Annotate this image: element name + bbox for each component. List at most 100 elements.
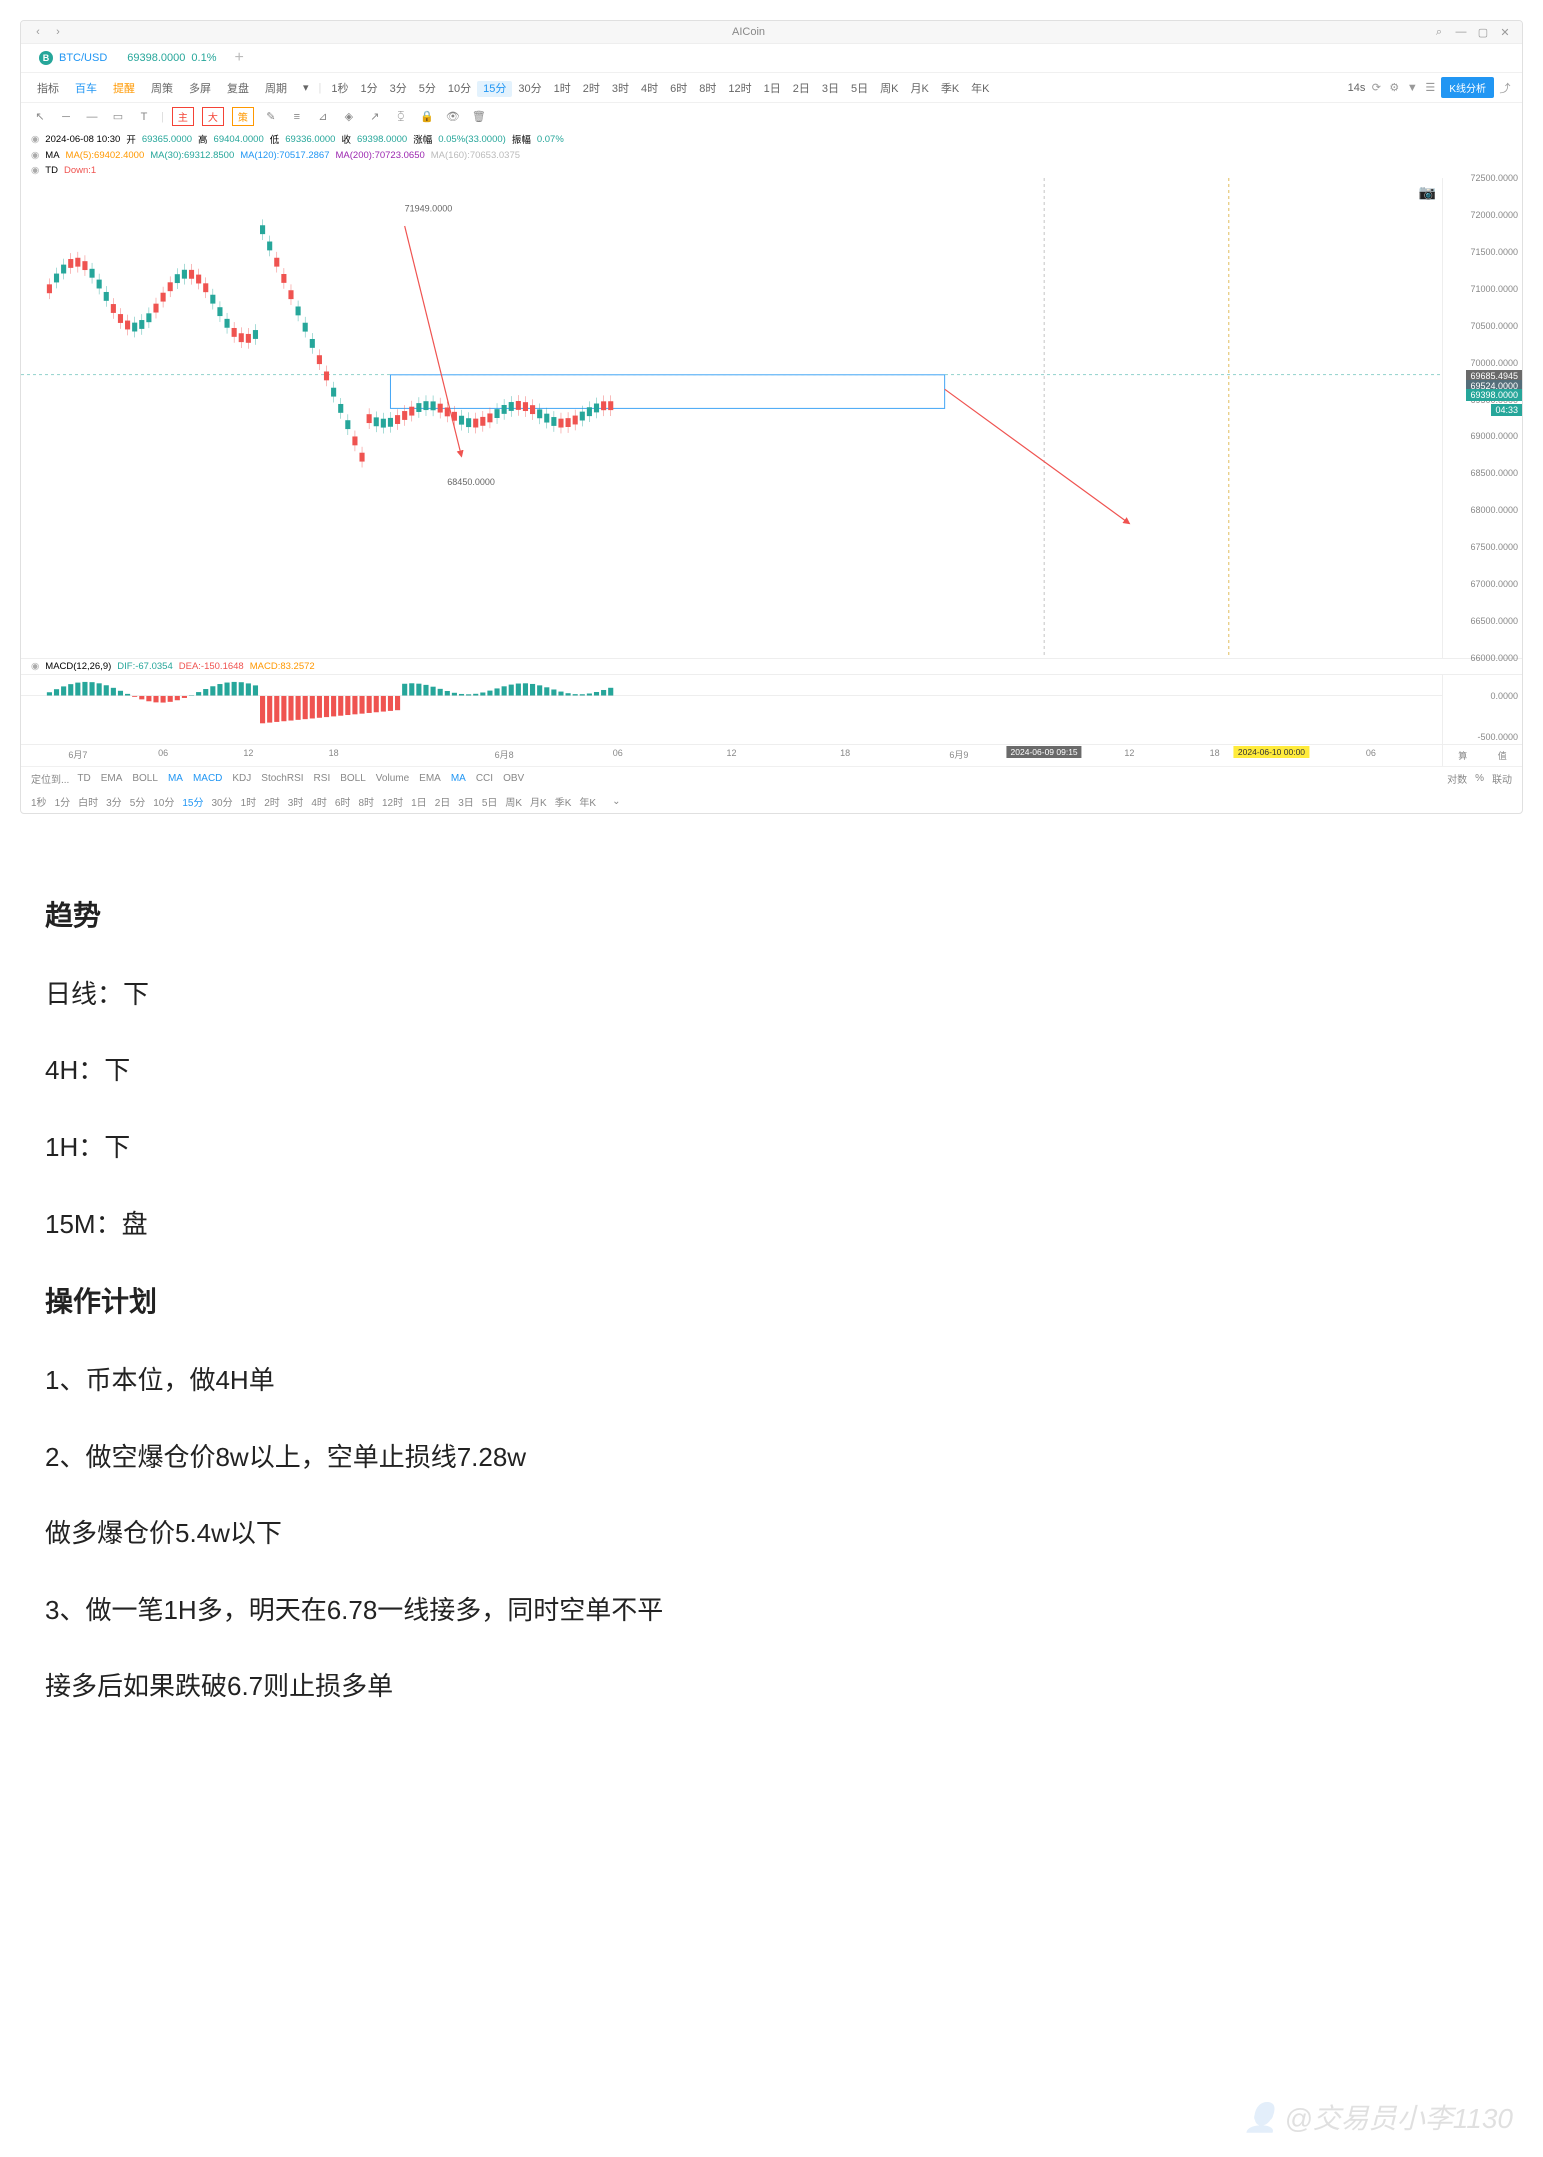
ind-tf-季K[interactable]: 季K xyxy=(555,798,572,809)
ind-tf-10分[interactable]: 10分 xyxy=(153,798,174,809)
ind-tf-3日[interactable]: 3日 xyxy=(458,798,474,809)
indicator-KDJ[interactable]: KDJ xyxy=(232,773,251,784)
ind-tf-1日[interactable]: 1日 xyxy=(411,798,427,809)
rect-icon[interactable]: ▭ xyxy=(109,108,127,126)
timeframe-1秒[interactable]: 1秒 xyxy=(325,81,354,97)
fib-icon[interactable]: ≡ xyxy=(288,108,306,126)
timeframe-3分[interactable]: 3分 xyxy=(384,81,413,97)
indicator-StochRSI[interactable]: StochRSI xyxy=(261,773,303,784)
td-eye-icon[interactable]: ◉ xyxy=(31,165,39,176)
ind-tf-30分[interactable]: 30分 xyxy=(212,798,233,809)
tb-alert[interactable]: 提醒 xyxy=(107,78,141,98)
ind-right-0[interactable]: 对数 xyxy=(1447,771,1467,786)
cursor-icon[interactable]: ↖ xyxy=(31,108,49,126)
ind-tf-白时[interactable]: 白时 xyxy=(78,798,98,809)
tb-baiche[interactable]: 百车 xyxy=(69,78,103,98)
ind-tf-5日[interactable]: 5日 xyxy=(482,798,498,809)
symbol-tab-btcusd[interactable]: B BTC/USD xyxy=(31,48,115,68)
screenshot-icon[interactable]: 📷 xyxy=(1419,184,1436,201)
text-icon[interactable]: T xyxy=(135,108,153,126)
ind-tf-3时[interactable]: 3时 xyxy=(288,798,304,809)
timeframe-6时[interactable]: 6时 xyxy=(664,81,693,97)
back-icon[interactable]: ‹ xyxy=(31,25,45,39)
ind-tf-12时[interactable]: 12时 xyxy=(382,798,403,809)
ind-tf-1时[interactable]: 1时 xyxy=(241,798,257,809)
refresh-icon[interactable]: ⟳ xyxy=(1369,81,1383,95)
settings-icon[interactable]: ⚙ xyxy=(1387,81,1401,95)
filter-icon[interactable]: ▼ xyxy=(1405,81,1419,95)
tb-zhouce[interactable]: 周策 xyxy=(145,78,179,98)
pattern-icon[interactable]: ◈ xyxy=(340,108,358,126)
indicator-Volume[interactable]: Volume xyxy=(376,773,409,784)
ind-right-1[interactable]: % xyxy=(1475,773,1484,784)
lock-icon[interactable]: 🔒 xyxy=(418,108,436,126)
timeframe-季K[interactable]: 季K xyxy=(935,81,965,97)
price-chart[interactable]: 71949.000068450.0000 📷 72500.000072000.0… xyxy=(21,178,1522,658)
macd-eye-icon[interactable]: ◉ xyxy=(31,661,39,672)
indicator-RSI[interactable]: RSI xyxy=(314,773,331,784)
timeframe-15分[interactable]: 15分 xyxy=(477,81,512,97)
line-icon[interactable]: ─ xyxy=(57,108,75,126)
search-icon[interactable]: ⌕ xyxy=(1432,25,1446,39)
tb-period[interactable]: 周期 xyxy=(259,78,293,98)
timeframe-4时[interactable]: 4时 xyxy=(635,81,664,97)
locate-button[interactable]: 定位到... xyxy=(31,771,69,786)
ind-tf-4时[interactable]: 4时 xyxy=(311,798,327,809)
indicator-TD[interactable]: TD xyxy=(77,773,90,784)
x-right-1[interactable]: 值 xyxy=(1498,749,1507,762)
timeframe-8时[interactable]: 8时 xyxy=(693,81,722,97)
tb-replay[interactable]: 复盘 xyxy=(221,78,255,98)
tb-indicator[interactable]: 指标 xyxy=(31,78,65,98)
forward-icon[interactable]: › xyxy=(51,25,65,39)
ind-tf-15分[interactable]: 15分 xyxy=(182,798,203,809)
indicator-CCI[interactable]: CCI xyxy=(476,773,493,784)
timeframe-周K[interactable]: 周K xyxy=(874,81,904,97)
timeframe-1时[interactable]: 1时 xyxy=(548,81,577,97)
timeframe-月K[interactable]: 月K xyxy=(904,81,934,97)
ind-right-2[interactable]: 联动 xyxy=(1492,771,1512,786)
ind-tf-2时[interactable]: 2时 xyxy=(264,798,280,809)
indicator-BOLL[interactable]: BOLL xyxy=(340,773,366,784)
share-icon[interactable]: ⤴ xyxy=(1498,81,1512,95)
close-icon[interactable]: ✕ xyxy=(1498,25,1512,39)
list-icon[interactable]: ☰ xyxy=(1423,81,1437,95)
mode-main[interactable]: 主 xyxy=(172,107,194,126)
timeframe-1分[interactable]: 1分 xyxy=(355,81,384,97)
indicator-EMA[interactable]: EMA xyxy=(419,773,441,784)
collapse-icon[interactable]: ⌄ xyxy=(612,796,620,807)
tb-multiscreen[interactable]: 多屏 xyxy=(183,78,217,98)
ma-eye-icon[interactable]: ◉ xyxy=(31,150,39,161)
ind-tf-2日[interactable]: 2日 xyxy=(435,798,451,809)
timeframe-3日[interactable]: 3日 xyxy=(816,81,845,97)
ohlc-eye-icon[interactable]: ◉ xyxy=(31,134,39,145)
hline-icon[interactable]: — xyxy=(83,108,101,126)
timeframe-2时[interactable]: 2时 xyxy=(577,81,606,97)
eye-icon[interactable]: 👁 xyxy=(444,108,462,126)
ind-tf-6时[interactable]: 6时 xyxy=(335,798,351,809)
timeframe-10分[interactable]: 10分 xyxy=(442,81,477,97)
indicator-MA[interactable]: MA xyxy=(168,773,183,784)
timeframe-3时[interactable]: 3时 xyxy=(606,81,635,97)
ind-tf-1秒[interactable]: 1秒 xyxy=(31,798,47,809)
macd-chart[interactable]: 0.0000 -500.0000 xyxy=(21,674,1522,744)
timeframe-2日[interactable]: 2日 xyxy=(787,81,816,97)
tb-dropdown-icon[interactable]: ▾ xyxy=(297,79,315,96)
indicator-MA[interactable]: MA xyxy=(451,773,466,784)
x-right-0[interactable]: 算 xyxy=(1458,749,1467,762)
brush-icon[interactable]: ✎ xyxy=(262,108,280,126)
ind-tf-月K[interactable]: 月K xyxy=(530,798,547,809)
add-tab-button[interactable]: + xyxy=(234,49,243,67)
timeframe-1日[interactable]: 1日 xyxy=(758,81,787,97)
mode-big[interactable]: 大 xyxy=(202,107,224,126)
timeframe-年K[interactable]: 年K xyxy=(965,81,995,97)
kline-analyze-button[interactable]: K线分析 xyxy=(1441,77,1494,98)
minimize-icon[interactable]: — xyxy=(1454,25,1468,39)
arrow-icon[interactable]: ↗ xyxy=(366,108,384,126)
measure-icon[interactable]: ⊿ xyxy=(314,108,332,126)
ind-tf-周K[interactable]: 周K xyxy=(505,798,522,809)
timeframe-5分[interactable]: 5分 xyxy=(413,81,442,97)
magnet-icon[interactable]: ⧲ xyxy=(392,108,410,126)
ind-tf-5分[interactable]: 5分 xyxy=(130,798,146,809)
ind-tf-3分[interactable]: 3分 xyxy=(106,798,122,809)
indicator-MACD[interactable]: MACD xyxy=(193,773,222,784)
